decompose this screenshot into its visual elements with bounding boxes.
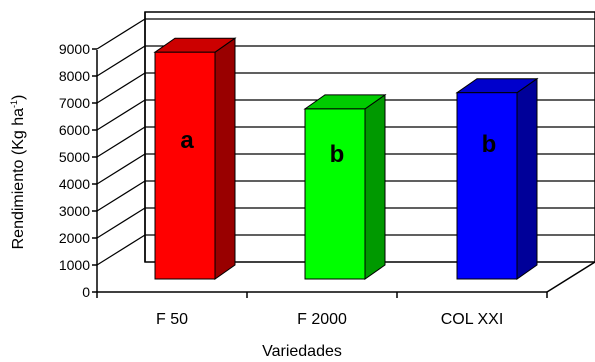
- gridline-side: [96, 234, 146, 266]
- bar-letter-label: b: [330, 141, 345, 168]
- y-tick-label: 8000: [59, 68, 90, 84]
- bar-front: [154, 51, 216, 280]
- bar-letter-label: a: [180, 127, 194, 154]
- bar: b: [303, 93, 387, 280]
- y-axis-title: Rendimiento (Kg ha-1): [9, 95, 27, 250]
- floor-right-edge: [546, 261, 595, 293]
- gridline-side: [96, 72, 146, 104]
- bar-side: [364, 93, 386, 280]
- y-tick-label: 2000: [59, 230, 90, 246]
- y-tick-label: 0: [82, 284, 90, 300]
- bar: b: [455, 77, 539, 280]
- bar-front: [456, 92, 518, 280]
- gridline-side: [96, 126, 146, 158]
- gridline-side: [96, 18, 146, 50]
- x-axis-ticks: [96, 292, 548, 298]
- x-axis-title: Variedades: [262, 343, 342, 360]
- y-tick-label: 4000: [59, 176, 90, 192]
- y-tick-label: 1000: [59, 257, 90, 273]
- y-tick-label: 6000: [59, 122, 90, 138]
- y-tick-label: 5000: [59, 149, 90, 165]
- gridline-side: [96, 153, 146, 185]
- bar-side: [516, 77, 538, 280]
- bar: a: [153, 37, 237, 280]
- y-axis-ticks: 0 1000 2000 3000 4000 5000 6000 7000 8000 9000: [59, 41, 97, 300]
- y-tick-label: 9000: [59, 41, 90, 57]
- bar-letter-label: b: [482, 131, 497, 158]
- gridline-side: [96, 45, 146, 77]
- bar-side: [214, 37, 236, 280]
- x-category-label: COL XXI: [441, 311, 504, 328]
- bars: a F 50 b F 2000 b COL XXI: [153, 37, 539, 328]
- gridline-side: [96, 180, 146, 212]
- y-tick-label: 3000: [59, 203, 90, 219]
- x-category-label: F 50: [156, 311, 188, 328]
- bar-front: [304, 108, 366, 280]
- y-tick-label: 7000: [59, 95, 90, 111]
- gridline-side: [96, 207, 146, 239]
- x-category-label: F 2000: [297, 311, 347, 328]
- gridline-side: [96, 99, 146, 131]
